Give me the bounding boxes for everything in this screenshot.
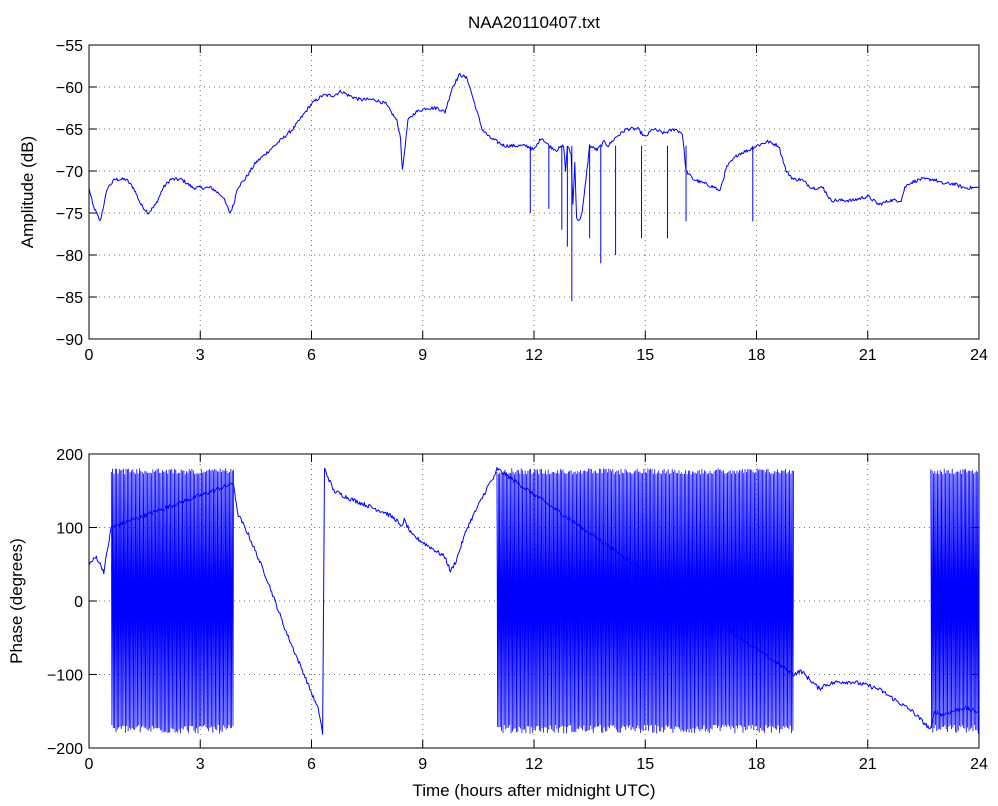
x-tick-label: 9 <box>418 756 427 773</box>
x-tick-label: 3 <box>196 347 205 364</box>
y-tick-label: −60 <box>56 80 83 97</box>
y-tick-label: −70 <box>56 164 83 181</box>
y-tick-label: −80 <box>56 248 83 265</box>
y-tick-label: −85 <box>56 290 83 307</box>
y-tick-label: −65 <box>56 122 83 139</box>
y-tick-label: 200 <box>56 447 83 464</box>
x-tick-label: 24 <box>970 347 988 364</box>
y-tick-label: −200 <box>47 741 83 758</box>
phase-xlabel: Time (hours after midnight UTC) <box>412 781 655 800</box>
y-tick-label: 100 <box>56 521 83 538</box>
series-line <box>89 467 979 735</box>
amplitude-grid <box>89 45 979 339</box>
x-tick-label: 3 <box>196 756 205 773</box>
x-tick-label: 24 <box>970 756 988 773</box>
x-tick-label: 18 <box>748 347 766 364</box>
x-tick-label: 12 <box>525 756 543 773</box>
x-tick-label: 9 <box>418 347 427 364</box>
amplitude-plot-area <box>88 44 980 340</box>
x-tick-label: 18 <box>748 756 766 773</box>
amplitude-ylabel: Amplitude (dB) <box>18 136 37 248</box>
phase-wrap-band <box>930 468 979 734</box>
amplitude-series <box>89 72 979 302</box>
phase-wrap-band <box>110 468 234 734</box>
amplitude-panel: 0 3 6 9 12 15 18 21 24 −90 −85 −80 −75 −70 −65 −60 −55 N… <box>18 13 988 364</box>
y-tick-label: −100 <box>47 668 83 685</box>
x-tick-label: 0 <box>85 347 94 364</box>
x-tick-label: 6 <box>307 756 316 773</box>
y-tick-label: 0 <box>74 594 83 611</box>
phase-series <box>89 467 979 735</box>
phase-ylabel: Phase (degrees) <box>7 538 26 664</box>
series-line <box>89 72 979 221</box>
x-tick-label: 21 <box>859 756 877 773</box>
amplitude-ticks: 0 3 6 9 12 15 18 21 24 −90 −85 −80 −75 −70 −65 −60 −55 <box>56 38 988 364</box>
x-tick-label: 21 <box>859 347 877 364</box>
x-tick-label: 15 <box>636 756 654 773</box>
x-tick-label: 6 <box>307 347 316 364</box>
phase-wrap-band <box>496 468 794 734</box>
phase-panel: 0 3 6 9 12 15 18 21 24 −200 −100 0 100 200 Time (hour… <box>7 447 988 800</box>
phase-ticks: 0 3 6 9 12 15 18 21 24 −200 −100 0 100 200 <box>47 447 988 773</box>
y-tick-label: −75 <box>56 206 83 223</box>
y-tick-label: −90 <box>56 332 83 349</box>
chart-title: NAA20110407.txt <box>468 13 600 32</box>
y-tick-label: −55 <box>56 38 83 55</box>
x-tick-label: 0 <box>85 756 94 773</box>
x-tick-label: 12 <box>525 347 543 364</box>
x-tick-label: 15 <box>636 347 654 364</box>
